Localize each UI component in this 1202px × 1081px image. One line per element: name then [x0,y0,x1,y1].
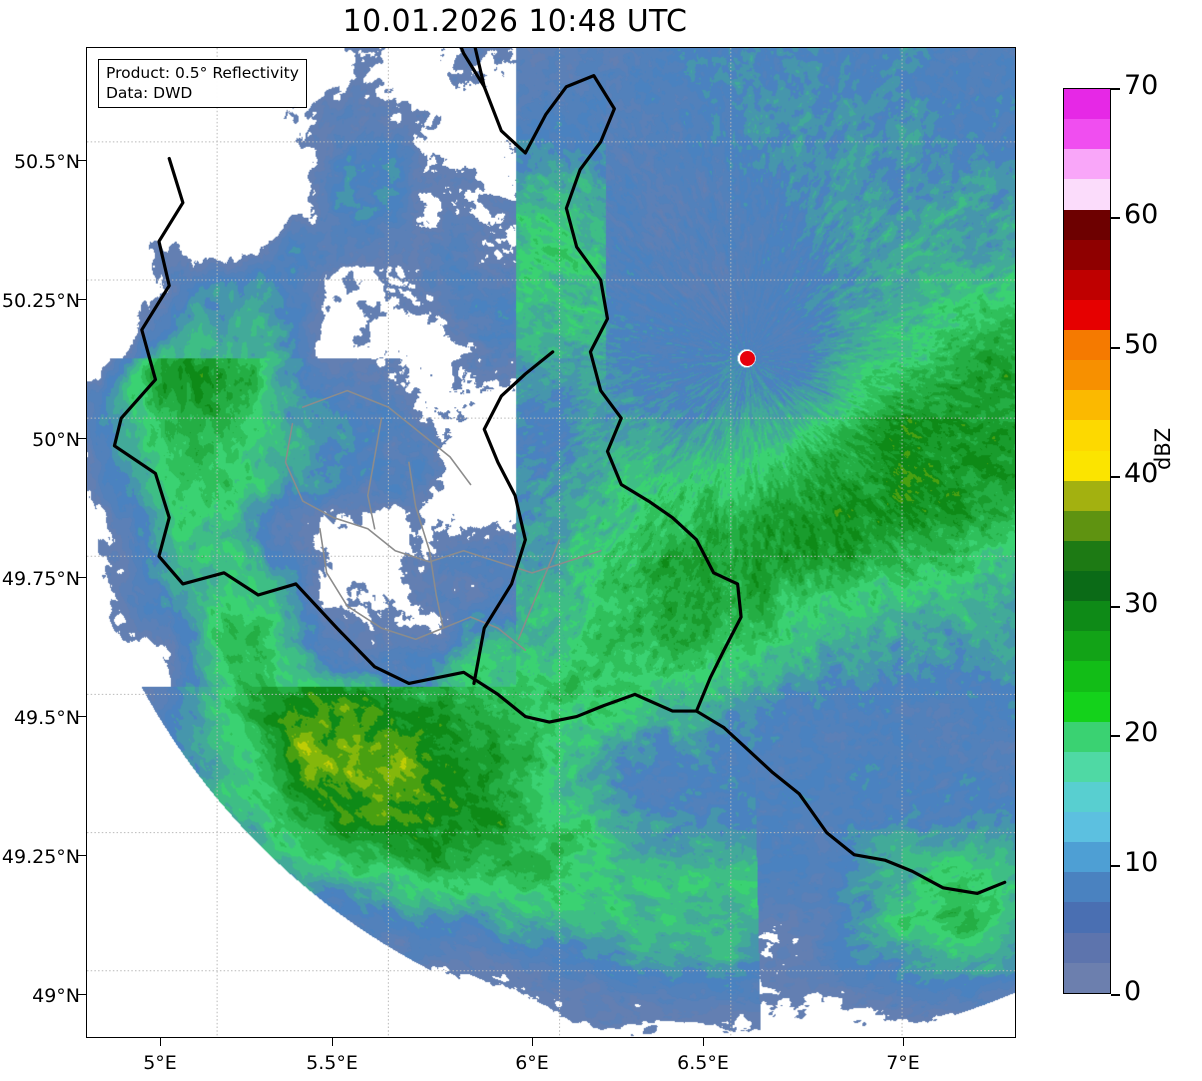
colorbar-band-19 [1064,661,1110,692]
colorbar-label-60: 60 [1124,199,1159,230]
colorbar-band-14 [1064,510,1110,541]
y-tick-mark [78,994,86,996]
colorbar-label-30: 30 [1124,588,1159,619]
x-tick-label-2: 6°E [515,1052,549,1074]
colorbar-band-24 [1064,812,1110,843]
colorbar-band-0 [1064,89,1110,120]
y-tick-mark [78,577,86,579]
x-tick-label-1: 5.5°E [306,1052,358,1074]
page-title: 10.01.2026 10:48 UTC [342,4,688,39]
colorbar-band-9 [1064,360,1110,391]
colorbar-band-1 [1064,119,1110,150]
y-tick-label-5: 49.25°N [1,846,80,868]
y-tick-mark [78,716,86,718]
x-tick-mark [703,1038,705,1046]
y-tick-mark [78,299,86,301]
colorbar-band-20 [1064,691,1110,722]
colorbar-band-2 [1064,149,1110,180]
radar-plot-area[interactable]: Product: 0.5° Reflectivity Data: DWD [86,47,1016,1038]
product-info-box: Product: 0.5° Reflectivity Data: DWD [98,59,307,109]
x-tick-mark [332,1038,334,1046]
y-tick-label-1: 50.25°N [1,290,80,312]
colorbar-band-8 [1064,330,1110,361]
colorbar-band-16 [1064,571,1110,602]
y-tick-label-3: 49.75°N [1,568,80,590]
colorbar-tick [1111,88,1120,90]
colorbar-tick [1111,476,1120,478]
colorbar-band-29 [1064,962,1110,993]
colorbar-label-10: 10 [1124,847,1159,878]
colorbar-label-70: 70 [1124,70,1159,101]
y-tick-label-6: 49°N [32,985,80,1007]
colorbar-tick [1111,347,1120,349]
y-tick-label-2: 50°N [32,429,80,451]
colorbar-band-15 [1064,540,1110,571]
x-tick-label-0: 5°E [143,1052,177,1074]
y-tick-label-0: 50.5°N [13,151,80,173]
x-tick-label-4: 7°E [886,1052,920,1074]
colorbar-band-6 [1064,269,1110,300]
radar-reflectivity-image [87,48,1015,1037]
colorbar-tick [1111,994,1120,996]
colorbar-band-3 [1064,179,1110,210]
colorbar [1063,88,1111,994]
colorbar-band-27 [1064,902,1110,933]
colorbar-band-21 [1064,721,1110,752]
colorbar-band-7 [1064,299,1110,330]
colorbar-band-5 [1064,239,1110,270]
colorbar-band-10 [1064,390,1110,421]
y-tick-mark [78,855,86,857]
colorbar-band-23 [1064,781,1110,812]
infobox-data-line: Data: DWD [106,84,193,103]
colorbar-band-13 [1064,480,1110,511]
colorbar-band-28 [1064,932,1110,963]
map-borders [112,48,1007,895]
colorbar-band-11 [1064,420,1110,451]
colorbar-band-18 [1064,631,1110,662]
colorbar-label-50: 50 [1124,329,1159,360]
colorbar-band-4 [1064,209,1110,240]
y-tick-label-4: 49.5°N [13,707,80,729]
x-tick-label-3: 6.5°E [677,1052,729,1074]
colorbar-label-0: 0 [1124,976,1142,1007]
y-tick-mark [78,438,86,440]
colorbar-tick [1111,606,1120,608]
y-tick-mark [78,160,86,162]
colorbar-band-12 [1064,450,1110,481]
colorbar-band-17 [1064,601,1110,632]
gridlines [87,48,1015,1037]
colorbar-band-22 [1064,751,1110,782]
colorbar-label-20: 20 [1124,717,1159,748]
colorbar-band-25 [1064,842,1110,873]
x-tick-mark [532,1038,534,1046]
radar-station-marker[interactable] [740,351,756,367]
colorbar-tick [1111,735,1120,737]
x-tick-mark [903,1038,905,1046]
colorbar-label-40: 40 [1124,458,1159,489]
colorbar-tick [1111,865,1120,867]
infobox-product-line: Product: 0.5° Reflectivity [106,64,299,82]
x-tick-mark [160,1038,162,1046]
colorbar-tick [1111,217,1120,219]
colorbar-band-26 [1064,872,1110,903]
